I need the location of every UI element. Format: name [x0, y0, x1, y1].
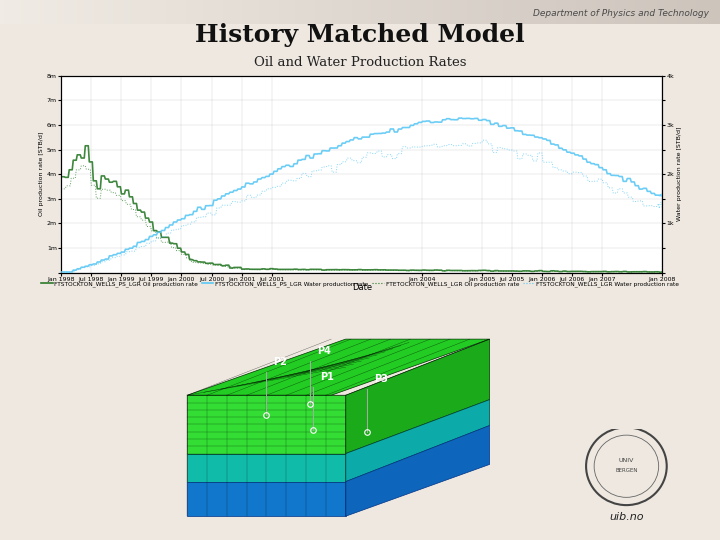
Text: P4: P4: [317, 346, 330, 356]
Text: BERGEN: BERGEN: [615, 468, 638, 472]
Polygon shape: [346, 400, 490, 482]
Y-axis label: Water production rate [STB/d]: Water production rate [STB/d]: [677, 127, 682, 221]
Y-axis label: Oil production rate [STB/d]: Oil production rate [STB/d]: [39, 132, 44, 217]
Text: P2: P2: [274, 357, 287, 367]
Text: Department of Physics and Technology: Department of Physics and Technology: [534, 9, 709, 18]
Polygon shape: [187, 482, 346, 516]
Polygon shape: [187, 395, 346, 454]
Polygon shape: [346, 339, 490, 454]
Text: P1: P1: [320, 372, 334, 382]
Text: History Matched Model: History Matched Model: [195, 23, 525, 47]
Text: uib.no: uib.no: [609, 512, 644, 522]
Polygon shape: [346, 426, 490, 516]
Legend: FTSTOCKTON_WELLS_PS_LGR Oil production rate, FTSTOCKTON_WELLS_PS_LGR Water produ: FTSTOCKTON_WELLS_PS_LGR Oil production r…: [39, 279, 681, 289]
Polygon shape: [187, 454, 346, 482]
Text: P3: P3: [374, 374, 388, 384]
X-axis label: Date: Date: [352, 284, 372, 292]
Polygon shape: [187, 339, 490, 395]
Text: Oil and Water Production Rates: Oil and Water Production Rates: [253, 56, 467, 69]
Text: UNIV: UNIV: [618, 458, 634, 463]
